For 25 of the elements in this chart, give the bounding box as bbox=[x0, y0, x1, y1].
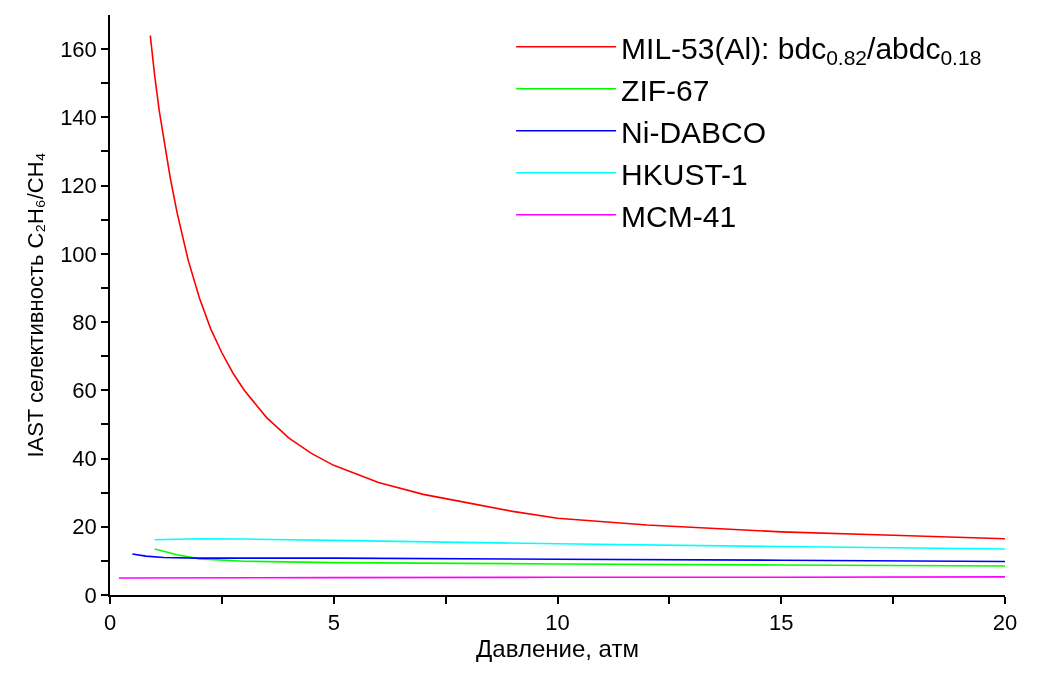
x-tick-label: 15 bbox=[769, 610, 794, 636]
x-tick-label: 10 bbox=[545, 610, 570, 636]
x-axis-title: Давление, атм bbox=[476, 635, 639, 663]
legend-label: HKUST-1 bbox=[621, 157, 748, 191]
y-axis-title: IAST селективность C₂H₆/CH₄ bbox=[23, 152, 49, 458]
legend-label: MCM-41 bbox=[621, 199, 737, 233]
y-tick-label: 40 bbox=[72, 446, 97, 472]
line-series bbox=[131, 553, 1005, 563]
y-tick-label: 0 bbox=[84, 582, 97, 608]
x-tick-label: 0 bbox=[103, 610, 117, 636]
legend-label: ZIF-67 bbox=[621, 73, 710, 107]
y-tick-label: 120 bbox=[60, 173, 97, 199]
line-series bbox=[149, 34, 1005, 540]
y-tick-label: 140 bbox=[60, 105, 97, 131]
y-tick-label: 80 bbox=[72, 309, 97, 335]
y-tick-label: 60 bbox=[72, 377, 97, 403]
legend-label: Ni-DABCO bbox=[621, 115, 767, 149]
legend-label: MIL-53(Al): bdc$_{0.82}$/abdc$_{0.18}$ bbox=[621, 31, 982, 69]
line-series bbox=[153, 548, 1005, 567]
y-tick-label: 20 bbox=[72, 514, 97, 540]
x-tick-label: 20 bbox=[992, 610, 1018, 636]
line-series bbox=[153, 537, 1005, 550]
y-tick-label: 160 bbox=[60, 36, 97, 62]
x-tick-label: 5 bbox=[327, 610, 340, 636]
y-tick-label: 100 bbox=[60, 241, 97, 267]
